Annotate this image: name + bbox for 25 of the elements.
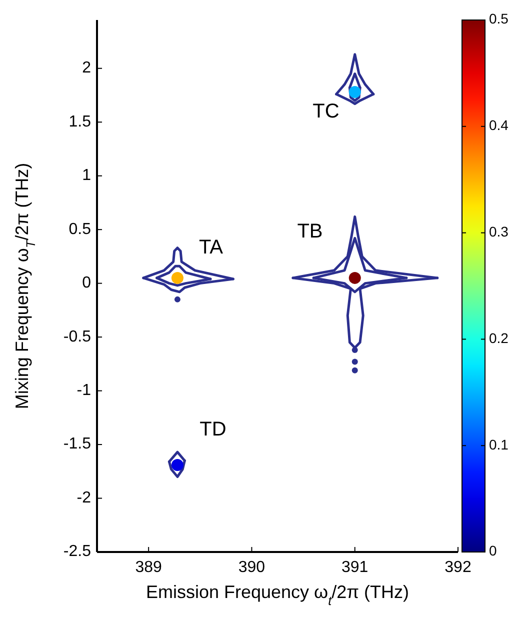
y-tick-label: 1.5 <box>68 113 92 130</box>
annotation: TC <box>312 100 340 122</box>
color-bar-label: 0 <box>489 542 497 559</box>
annotation: TB <box>297 220 323 242</box>
y-tick-label: -1 <box>76 382 92 400</box>
color-bar-label: 0.3 <box>489 224 509 240</box>
annotation: TA <box>198 236 224 258</box>
y-tick-label: 0.5 <box>68 220 92 238</box>
y-tick-label: -2 <box>76 489 92 506</box>
color-bar-label: 0.2 <box>489 330 509 346</box>
color-bar-label: 0.1 <box>489 436 509 452</box>
x-tick-label: 389 <box>135 559 162 576</box>
x-tick-label: 391 <box>342 559 368 576</box>
annotation: TD <box>200 418 226 440</box>
y-tick-label: 0 <box>82 274 92 292</box>
x-tick-label: 390 <box>238 559 266 576</box>
y-tick-label: -0.5 <box>63 328 92 346</box>
y-tick-label: -1.5 <box>63 436 92 453</box>
color-bar-label: 0.4 <box>489 117 509 134</box>
color-bar-label: 0.5 <box>489 10 509 27</box>
y-tick-label: -2.5 <box>63 543 92 560</box>
y-tick-label: 2 <box>82 60 92 77</box>
y-tick-label: 1 <box>82 167 92 184</box>
x-axis-title: Emission Frequency ω$_{t}$/2π (THz) <box>146 582 410 608</box>
x-tick-label: 392 <box>444 559 472 576</box>
